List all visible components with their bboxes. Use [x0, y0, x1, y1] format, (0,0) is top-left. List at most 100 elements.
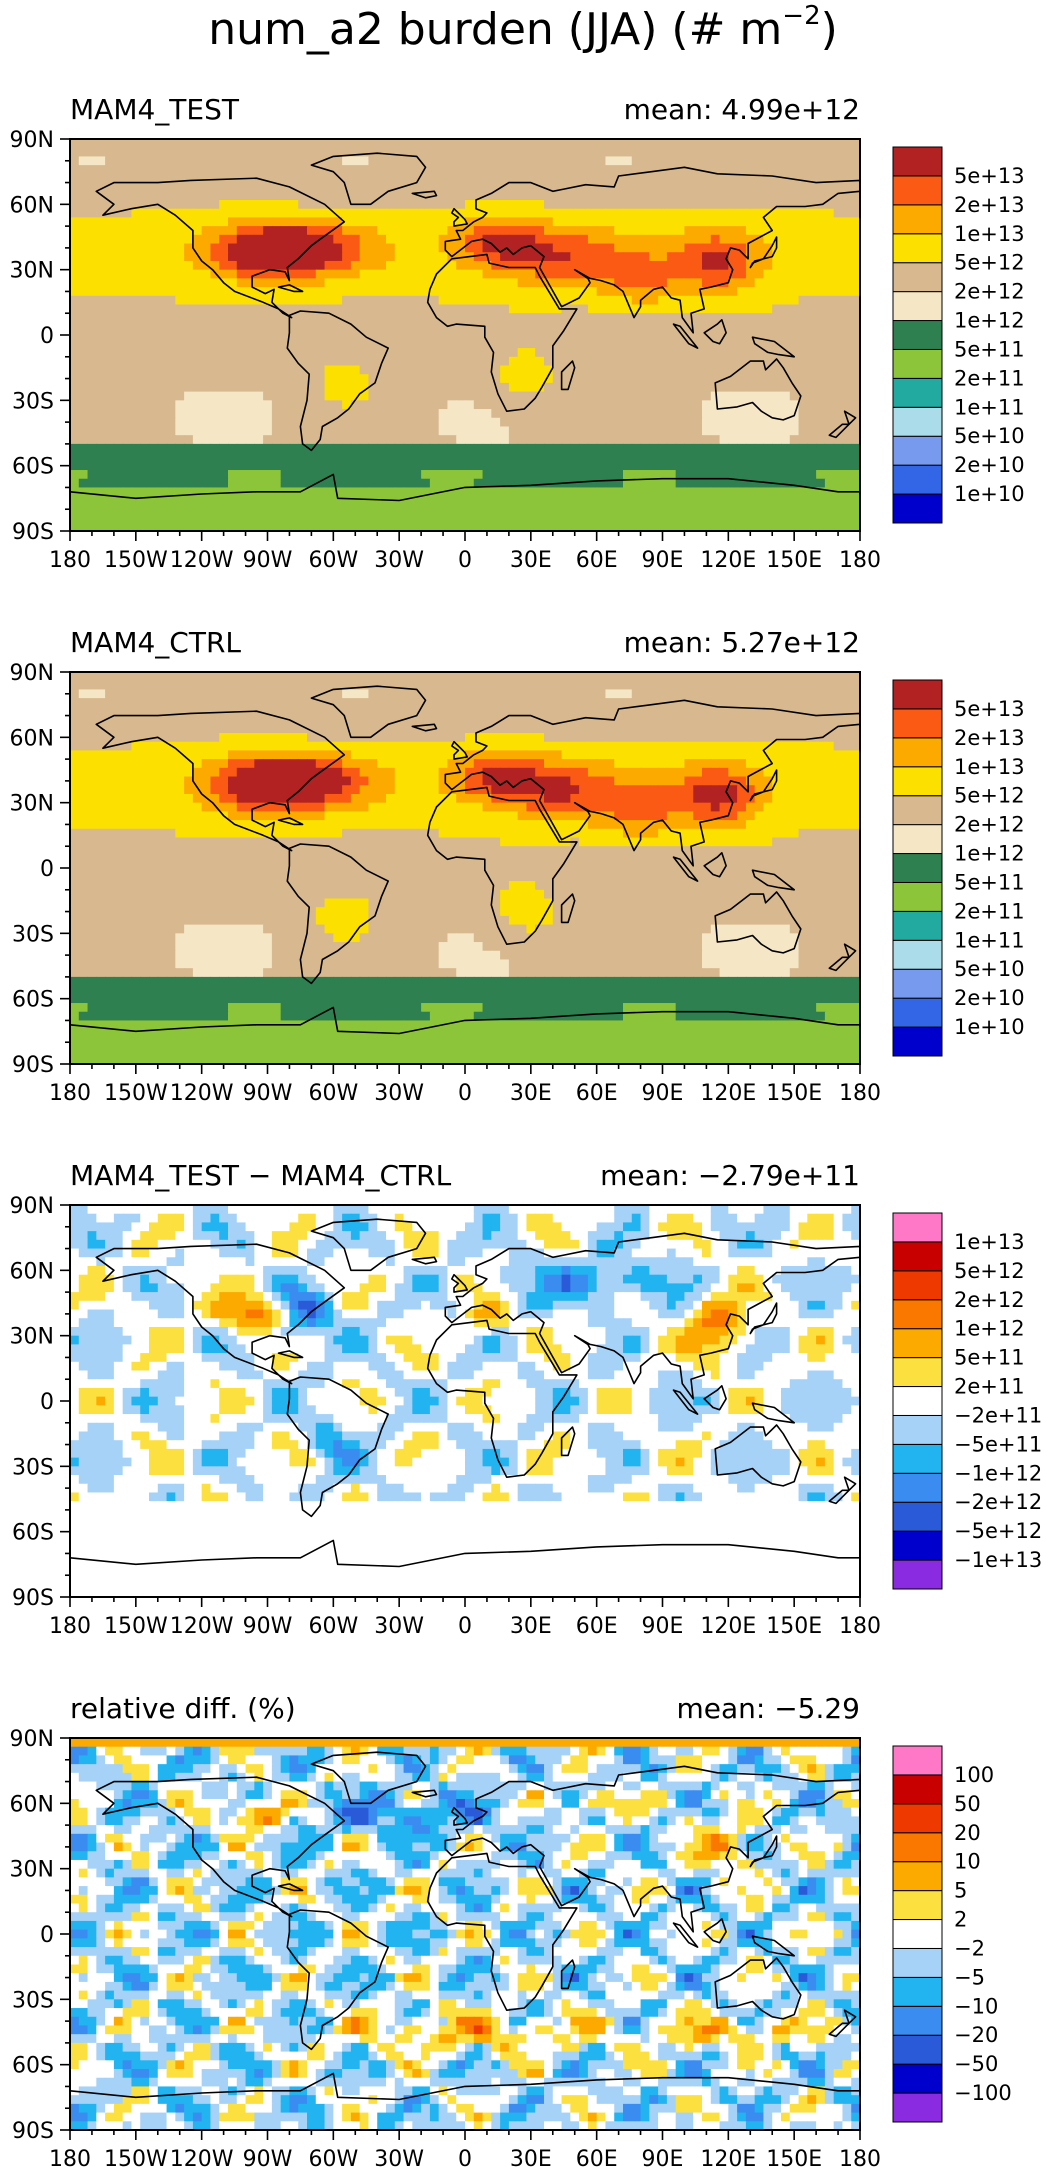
coast-cuba	[277, 1350, 304, 1359]
colorbar-box	[892, 406, 943, 437]
colorbar-label: 5e+11	[954, 1346, 1025, 1370]
lon-label: 120E	[700, 548, 756, 573]
coast-sumatra	[672, 856, 699, 882]
colorbar-box	[892, 1212, 943, 1243]
colorbar-label: 2e+12	[954, 280, 1025, 304]
lon-label: 60W	[308, 1614, 358, 1639]
coast-africa	[426, 253, 578, 413]
colorbar-box	[892, 1947, 943, 1978]
coast-cuba	[277, 1883, 304, 1892]
colorbar-label: −2	[954, 1936, 985, 1960]
coastlines	[70, 1218, 860, 1597]
colorbar-box	[892, 348, 943, 379]
lat-label: 90N	[10, 1727, 54, 1752]
lat-label: 30S	[12, 1988, 54, 2013]
coast-japan	[749, 1835, 778, 1868]
lon-label: 180	[49, 548, 91, 573]
coast-australia	[714, 1424, 802, 1487]
colorbar: 1e+13 5e+12 2e+12 1e+12 5e+11 2e+11 −2e+11 −5e+…	[892, 1212, 1042, 1590]
colorbar-box	[892, 1501, 943, 1532]
lon-label: 60E	[576, 1614, 618, 1639]
map-axes: 90N 60N 30N 0 30S 60S 90S 180 150W 120W 90W 60W 30W 0…	[10, 1194, 881, 1639]
lon-label: 30W	[374, 1614, 424, 1639]
coast-madagascar	[560, 360, 576, 391]
coast-africa	[426, 786, 578, 946]
colorbar-box	[892, 435, 943, 466]
coastlines	[70, 152, 860, 531]
lat-label: 0	[40, 1390, 54, 1415]
lon-label: 180	[839, 1614, 881, 1639]
lon-label: 90E	[642, 1081, 684, 1106]
coast-south-america	[286, 1376, 390, 1518]
lon-label: 0	[458, 2147, 472, 2172]
coast-north-america	[95, 177, 346, 319]
map-panels: MAM4_TEST mean: 4.99e+1290N60N30N030S60S9…	[10, 93, 1043, 2172]
colorbar-label: 1e+10	[954, 1015, 1025, 1039]
colorbar-box	[892, 1832, 943, 1863]
lon-label: 90W	[243, 1614, 293, 1639]
colorbar-box	[892, 291, 943, 322]
colorbar-box	[892, 1861, 943, 1892]
coast-north-america	[95, 710, 346, 852]
coastlines	[70, 1751, 860, 2130]
colorbar-label: −2e+11	[954, 1403, 1042, 1427]
coast-new-guinea	[751, 869, 796, 891]
coast-eurasia	[444, 1232, 860, 1400]
coast-antarctica	[70, 1006, 860, 1064]
colorbar-box	[892, 377, 943, 408]
colorbar-box	[892, 320, 943, 350]
colorbar-box	[892, 2005, 943, 2036]
coast-madagascar	[560, 893, 576, 924]
colorbar-box	[892, 146, 943, 177]
colorbar-label: 1e+11	[954, 928, 1025, 952]
colorbar-box	[892, 795, 943, 826]
coast-south-america	[286, 310, 390, 452]
colorbar-label: 1e+12	[954, 842, 1025, 866]
lon-label: 150W	[104, 2147, 168, 2172]
colorbar-label: −5	[954, 1965, 985, 1989]
lon-label: 120W	[170, 1614, 234, 1639]
colorbar-label: −50	[954, 2052, 998, 2076]
colorbar-label: 1e+13	[954, 755, 1025, 779]
colorbar-box	[892, 1919, 943, 1949]
colorbar-box	[892, 1357, 943, 1388]
colorbar-label: 10	[954, 1850, 981, 1874]
lat-label: 30S	[12, 922, 54, 947]
colorbar-label: 2e+13	[954, 726, 1025, 750]
lat-label: 30N	[10, 1858, 54, 1883]
lon-label: 180	[49, 1614, 91, 1639]
lat-label: 60N	[10, 726, 54, 751]
lat-label: 60N	[10, 193, 54, 218]
colorbar-label: 5e+13	[954, 164, 1025, 188]
colorbar-box	[892, 2092, 943, 2123]
panel-mean: mean: −2.79e+11	[600, 1159, 860, 1192]
colorbar-box	[892, 1328, 943, 1359]
coast-madagascar	[560, 1959, 576, 1990]
colorbar-box	[892, 853, 943, 883]
panel-mean: mean: −5.29	[676, 1692, 860, 1725]
colorbar-label: 20	[954, 1821, 981, 1845]
lon-label: 30E	[510, 1614, 552, 1639]
coast-greenland	[310, 1751, 427, 1805]
lat-label: 30S	[12, 389, 54, 414]
lon-label: 30E	[510, 2147, 552, 2172]
coast-eurasia	[444, 1765, 860, 1933]
coast-uk	[450, 740, 469, 760]
lat-label: 30N	[10, 792, 54, 817]
panel-diff: MAM4_TEST − MAM4_CTRL mean: −2.79e+11 90N 6…	[10, 1159, 1043, 1639]
map-axes: 90N 60N 30N 0 30S 60S 90S 180 150W 120W 90W 60W 30W 0…	[10, 1727, 881, 2172]
colorbar-label: −20	[954, 2023, 998, 2047]
colorbar-box	[892, 1530, 943, 1561]
colorbar-box	[892, 1241, 943, 1272]
colorbar-label: 5e+10	[954, 424, 1025, 448]
lat-label: 60S	[12, 2054, 54, 2079]
lon-label: 30E	[510, 1081, 552, 1106]
coast-australia	[714, 891, 802, 954]
coast-greenland	[310, 152, 427, 206]
colorbar-box	[892, 1414, 943, 1445]
lon-label: 60E	[576, 2147, 618, 2172]
lon-label: 90E	[642, 2147, 684, 2172]
colorbar-box	[892, 1976, 943, 2007]
colorbar-label: 1e+11	[954, 395, 1025, 419]
coast-cuba	[277, 284, 304, 293]
